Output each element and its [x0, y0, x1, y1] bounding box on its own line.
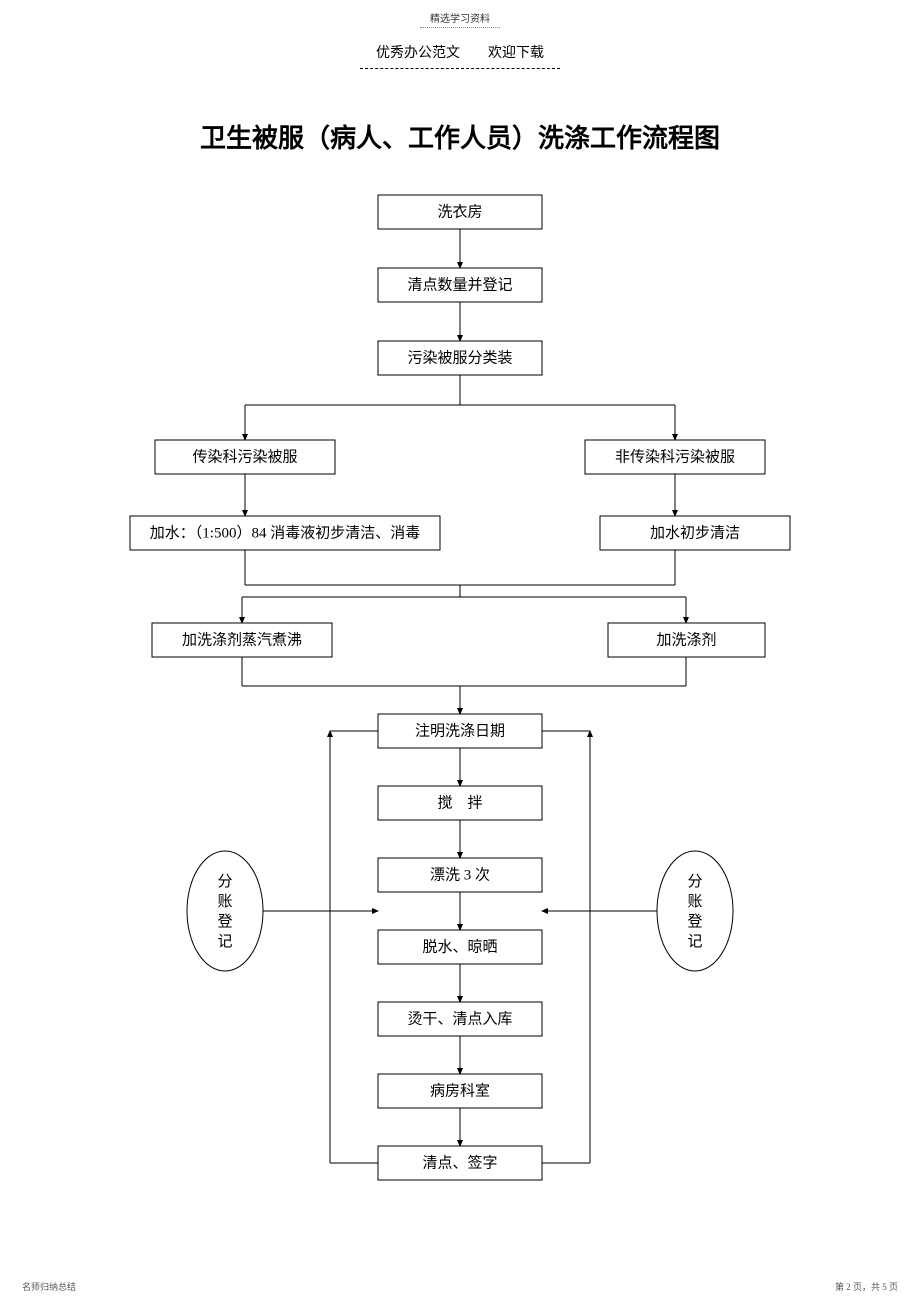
flow-node-label-n9: 加洗涤剂	[656, 631, 716, 648]
flow-node-label-n7: 加水初步清洁	[650, 524, 740, 541]
flow-node-label-n12: 漂洗 3 次	[430, 866, 490, 883]
flow-ellipse-label-e1-3: 记	[217, 933, 232, 950]
flow-node-label-n11: 搅 拌	[437, 794, 482, 811]
flow-node-label-n8: 加洗涤剂蒸汽煮沸	[182, 631, 302, 648]
flow-ellipse-label-e1-0: 分	[217, 873, 232, 890]
flow-ellipse-e1	[187, 851, 263, 971]
flow-ellipse-label-e2-0: 分	[687, 873, 702, 890]
flow-node-label-n13: 脱水、晾晒	[422, 938, 497, 955]
flow-node-label-n10: 注明洗涤日期	[415, 722, 505, 739]
flow-node-label-n15: 病房科室	[430, 1082, 490, 1099]
flow-ellipse-label-e1-2: 登	[217, 913, 232, 930]
footer-left: 名师归纳总结	[22, 1280, 76, 1293]
flow-node-label-n6: 加水：（1:500）84 消毒液初步清洁、消毒	[150, 524, 420, 541]
footer-right: 第 2 页，共 5 页	[835, 1280, 898, 1293]
flowchart-svg: 洗衣房清点数量并登记污染被服分类装传染科污染被服 非传染科污染被服加水：（1:50…	[0, 0, 920, 1303]
flow-node-label-n16: 清点、签字	[422, 1154, 497, 1171]
flow-node-label-n14: 烫干、清点入库	[407, 1010, 512, 1027]
document-page: 精选学习资料 优秀办公范文 欢迎下载 卫生被服（病人、工作人员）洗涤工作流程图 …	[0, 0, 920, 1303]
flow-node-label-n3: 污染被服分类装	[407, 349, 512, 366]
flow-node-label-n4: 传染科污染被服	[192, 448, 297, 465]
flow-ellipse-label-e2-1: 账	[687, 893, 702, 910]
flow-node-label-n2: 清点数量并登记	[407, 276, 512, 293]
flow-ellipse-label-e2-2: 登	[687, 913, 702, 930]
flow-ellipse-label-e1-1: 账	[217, 893, 232, 910]
flow-node-label-n1: 洗衣房	[437, 203, 482, 220]
flow-ellipse-label-e2-3: 记	[687, 933, 702, 950]
flow-ellipse-e2	[657, 851, 733, 971]
flow-node-label-n5: 非传染科污染被服	[615, 448, 735, 465]
